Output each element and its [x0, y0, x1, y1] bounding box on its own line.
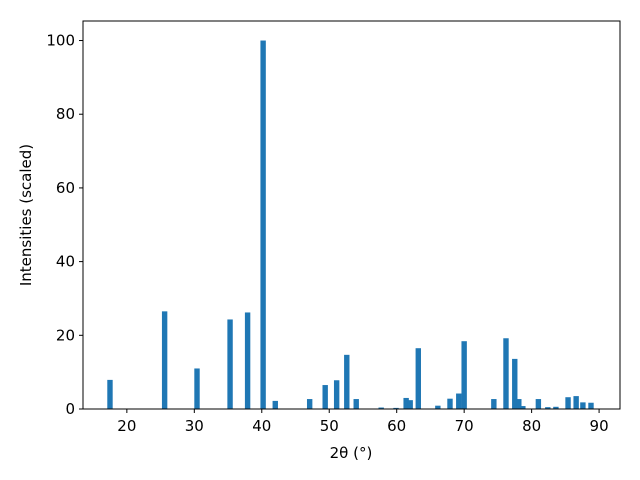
- bar: [244, 312, 251, 409]
- plot-frame: [82, 20, 621, 410]
- bar: [107, 379, 113, 409]
- bar: [456, 393, 462, 409]
- bar: [447, 398, 453, 409]
- bar: [415, 348, 421, 409]
- bar: [461, 341, 467, 409]
- bar: [491, 399, 497, 409]
- bar: [512, 358, 518, 409]
- bar: [580, 402, 586, 409]
- y-tick-label: 80: [56, 105, 75, 123]
- y-tick-label: 60: [56, 179, 75, 197]
- bar: [227, 319, 233, 409]
- x-tick-label: 40: [252, 417, 271, 435]
- bar: [435, 405, 441, 409]
- bar: [272, 400, 278, 409]
- bar: [378, 407, 384, 409]
- bar: [573, 396, 579, 409]
- bar: [353, 399, 359, 409]
- bar: [553, 406, 559, 409]
- x-tick-label: 50: [320, 417, 339, 435]
- y-axis-label: Intensities (scaled): [17, 144, 35, 286]
- bar: [503, 338, 509, 409]
- y-tick-label: 20: [56, 326, 75, 344]
- bar: [194, 368, 200, 409]
- y-tick-label: 40: [56, 253, 75, 271]
- bar: [588, 402, 594, 409]
- bar: [545, 407, 551, 409]
- bar: [403, 397, 409, 409]
- y-tick-label: 100: [46, 32, 75, 50]
- x-tick-label: 90: [590, 417, 609, 435]
- bar: [322, 385, 328, 409]
- x-tick-label: 20: [117, 417, 136, 435]
- x-axis-label: 2θ (°): [330, 444, 373, 462]
- x-tick-label: 80: [522, 417, 541, 435]
- bar: [520, 406, 526, 409]
- bar: [260, 40, 266, 410]
- y-tick-label: 0: [65, 400, 75, 418]
- bar: [393, 407, 399, 409]
- bar: [161, 311, 168, 409]
- bar: [344, 354, 350, 409]
- x-tick-label: 30: [185, 417, 204, 435]
- bar: [407, 400, 413, 409]
- x-tick-label: 60: [387, 417, 406, 435]
- bar: [535, 399, 542, 409]
- bar: [516, 399, 522, 409]
- x-tick-label: 70: [455, 417, 474, 435]
- bar: [565, 397, 571, 409]
- bar: [306, 399, 313, 409]
- bar: [333, 380, 340, 409]
